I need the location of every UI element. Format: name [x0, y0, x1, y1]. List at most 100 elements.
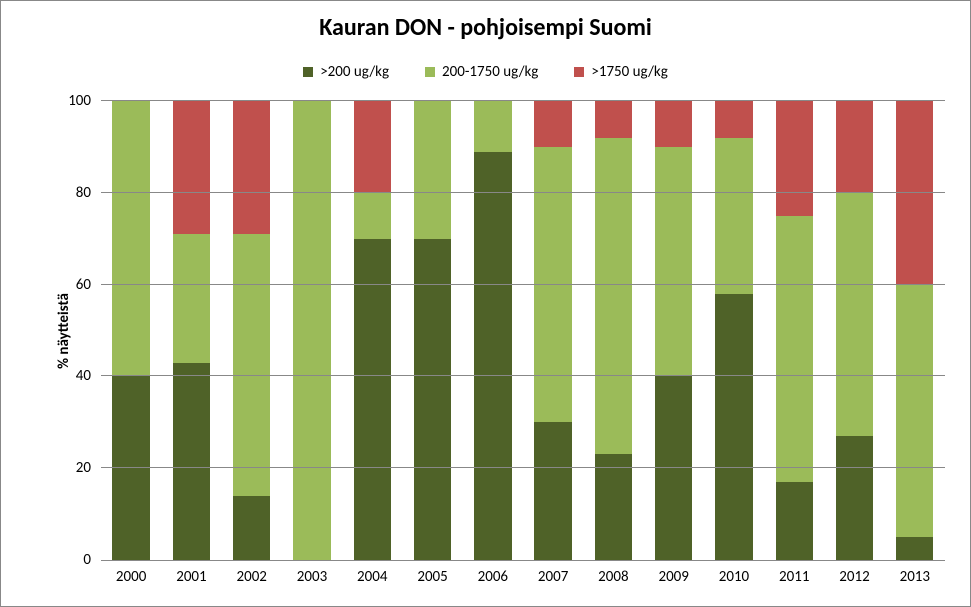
bar-slot-2006: 2006: [463, 101, 523, 560]
gridline-60: [101, 284, 945, 285]
bar-segment-2001-s1: [173, 234, 210, 363]
bar-segment-2013-s2: [896, 101, 933, 285]
bar-segment-2003-s1: [293, 101, 330, 560]
y-tick-label-100: 100: [68, 92, 101, 110]
bar-segment-2008-s2: [595, 101, 632, 138]
bar-segment-2000-s0: [112, 376, 149, 560]
bar-2002: [233, 101, 270, 560]
bar-segment-2008-s1: [595, 138, 632, 455]
legend-item-0: >200 ug/kg: [303, 63, 389, 81]
bar-segment-2007-s1: [534, 147, 571, 422]
legend-label-1: 200-1750 ug/kg: [442, 63, 538, 81]
bar-segment-2009-s1: [655, 147, 692, 377]
x-tick-label-2008: 2008: [598, 560, 628, 586]
bar-2013: [896, 101, 933, 560]
bar-slot-2005: 2005: [402, 101, 462, 560]
x-tick-label-2003: 2003: [297, 560, 327, 586]
x-tick-label-2004: 2004: [357, 560, 387, 586]
x-tick-label-2002: 2002: [236, 560, 266, 586]
legend-swatch-2: [574, 67, 584, 77]
bar-segment-2005-s1: [414, 101, 451, 239]
bar-2011: [776, 101, 813, 560]
y-tick-label-0: 0: [83, 551, 101, 569]
bar-2000: [112, 101, 149, 560]
x-tick-label-2010: 2010: [719, 560, 749, 586]
gridline-20: [101, 467, 945, 468]
bar-2007: [534, 101, 571, 560]
bar-slot-2009: 2009: [644, 101, 704, 560]
bar-slot-2007: 2007: [523, 101, 583, 560]
bar-segment-2012-s1: [836, 193, 873, 436]
y-tick-label-40: 40: [76, 367, 101, 385]
legend-swatch-1: [425, 67, 435, 77]
legend-label-2: >1750 ug/kg: [591, 63, 667, 81]
bar-segment-2010-s1: [715, 138, 752, 294]
chart-legend: >200 ug/kg 200-1750 ug/kg >1750 ug/kg: [1, 63, 970, 82]
x-tick-label-2000: 2000: [116, 560, 146, 586]
bar-2009: [655, 101, 692, 560]
bar-segment-2007-s0: [534, 422, 571, 560]
bar-segment-2002-s1: [233, 234, 270, 496]
bar-2003: [293, 101, 330, 560]
bar-segment-2001-s2: [173, 101, 210, 234]
bar-segment-2004-s0: [354, 239, 391, 560]
bar-segment-2006-s0: [474, 152, 511, 561]
bar-2010: [715, 101, 752, 560]
bar-segment-2009-s0: [655, 376, 692, 560]
bar-slot-2011: 2011: [764, 101, 824, 560]
bar-segment-2002-s2: [233, 101, 270, 234]
bar-2004: [354, 101, 391, 560]
bar-slot-2000: 2000: [101, 101, 161, 560]
bar-segment-2006-s1: [474, 101, 511, 151]
x-tick-label-2001: 2001: [176, 560, 206, 586]
bar-segment-2000-s1: [112, 101, 149, 376]
bar-segment-2009-s2: [655, 101, 692, 147]
y-tick-label-20: 20: [76, 459, 101, 477]
x-tick-label-2011: 2011: [779, 560, 809, 586]
bar-segment-2004-s2: [354, 101, 391, 193]
bar-segment-2007-s2: [534, 101, 571, 147]
bar-slot-2010: 2010: [704, 101, 764, 560]
bar-segment-2011-s2: [776, 101, 813, 216]
bar-slot-2012: 2012: [824, 101, 884, 560]
y-tick-label-60: 60: [76, 276, 101, 294]
gridline-40: [101, 375, 945, 376]
x-tick-label-2012: 2012: [839, 560, 869, 586]
x-tick-label-2013: 2013: [900, 560, 930, 586]
bar-segment-2002-s0: [233, 496, 270, 560]
bars-container: 2000200120022003200420052006200720082009…: [101, 101, 945, 560]
bar-slot-2001: 2001: [161, 101, 221, 560]
bar-2012: [836, 101, 873, 560]
bar-segment-2005-s0: [414, 239, 451, 560]
bar-2006: [474, 101, 511, 560]
bar-2001: [173, 101, 210, 560]
bar-segment-2013-s1: [896, 285, 933, 537]
legend-item-2: >1750 ug/kg: [574, 63, 667, 81]
bar-segment-2008-s0: [595, 454, 632, 560]
y-tick-label-80: 80: [76, 184, 101, 202]
bar-segment-2013-s0: [896, 537, 933, 560]
bar-2008: [595, 101, 632, 560]
bar-slot-2002: 2002: [222, 101, 282, 560]
x-tick-label-2009: 2009: [658, 560, 688, 586]
x-tick-label-2005: 2005: [417, 560, 447, 586]
bar-segment-2004-s1: [354, 193, 391, 239]
y-axis-title: % näytteistä: [55, 293, 73, 369]
chart-frame: Kauran DON - pohjoisempi Suomi >200 ug/k…: [0, 0, 971, 607]
bar-slot-2003: 2003: [282, 101, 342, 560]
bar-segment-2001-s0: [173, 363, 210, 560]
legend-item-1: 200-1750 ug/kg: [425, 63, 538, 81]
legend-swatch-0: [303, 67, 313, 77]
x-tick-label-2007: 2007: [538, 560, 568, 586]
bar-segment-2012-s2: [836, 101, 873, 193]
gridline-100: [101, 100, 945, 101]
x-tick-label-2006: 2006: [478, 560, 508, 586]
bar-2005: [414, 101, 451, 560]
chart-title: Kauran DON - pohjoisempi Suomi: [1, 13, 970, 42]
bar-slot-2004: 2004: [342, 101, 402, 560]
gridline-80: [101, 192, 945, 193]
bar-segment-2012-s0: [836, 436, 873, 560]
bar-slot-2008: 2008: [583, 101, 643, 560]
bar-slot-2013: 2013: [885, 101, 945, 560]
bar-segment-2011-s0: [776, 482, 813, 560]
